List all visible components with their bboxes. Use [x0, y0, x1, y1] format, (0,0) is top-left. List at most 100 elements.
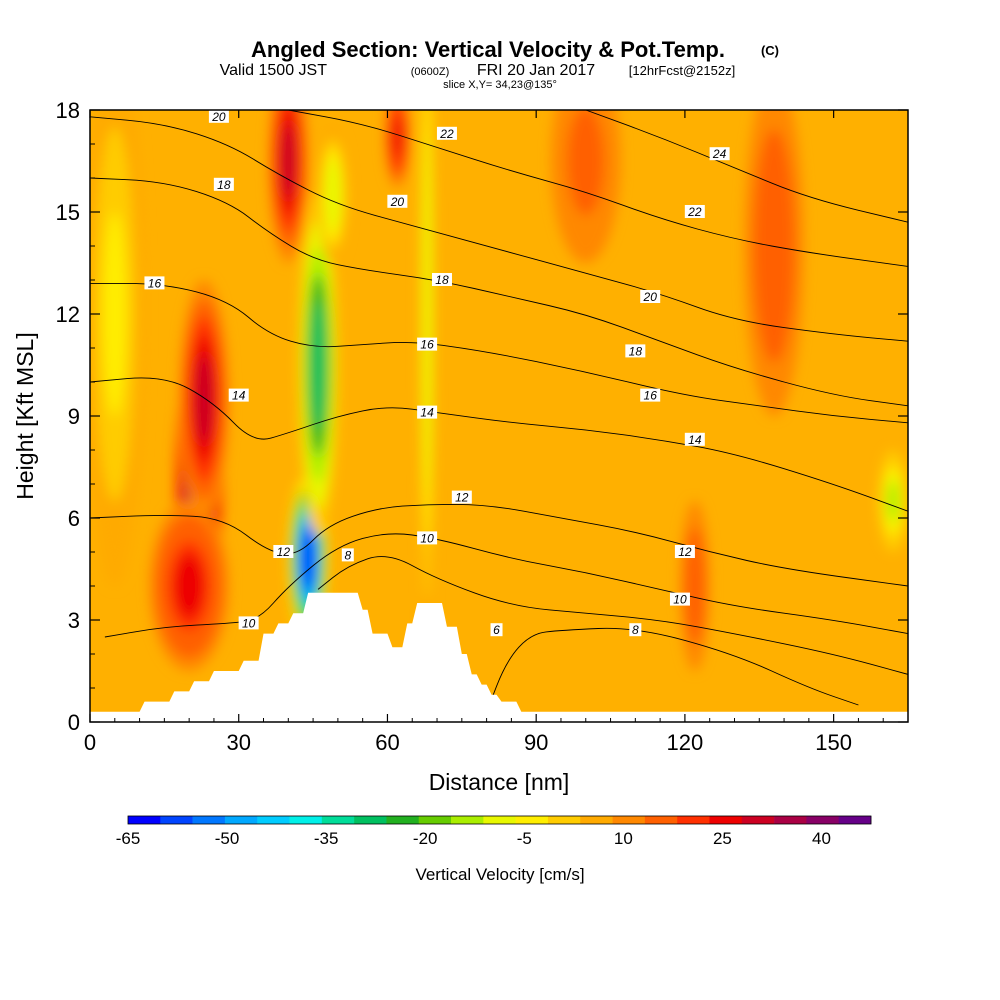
contour-label: 16: [148, 276, 162, 290]
contour-label-bg: [387, 194, 408, 208]
colorbar-swatch: [224, 816, 258, 824]
contour-label: 16: [420, 338, 434, 352]
colorbar-tick-label: -50: [215, 829, 240, 848]
colorbar-swatch: [451, 816, 484, 824]
contour-label: 18: [629, 344, 643, 358]
chart-title-unit: (C): [761, 43, 779, 58]
colorbar-swatch: [128, 816, 161, 824]
contour-label-bg: [431, 273, 452, 286]
subtitle-slice: slice X,Y= 34,23@135°: [443, 79, 557, 91]
colorbar-swatch: [547, 816, 581, 824]
y-tick-label: 9: [68, 404, 80, 429]
x-tick-label: 120: [667, 730, 704, 755]
colorbar-swatch: [644, 816, 678, 824]
velocity-cell: [572, 122, 599, 200]
y-tick-label: 0: [68, 710, 80, 735]
contour-label: 16: [644, 389, 658, 403]
colorbar-swatch: [354, 816, 387, 824]
contour-label-bg: [417, 531, 438, 545]
theta-contour-20: [90, 116, 908, 342]
colorbar-swatch: [580, 816, 613, 824]
contour-label: 20: [390, 195, 405, 209]
velocity-cell: [174, 554, 205, 618]
contour-label: 14: [420, 406, 434, 420]
x-tick-label: 30: [226, 730, 250, 755]
colorbar-swatch: [806, 816, 839, 824]
contour-label-bg: [490, 623, 503, 637]
colorbar-swatch: [515, 816, 549, 824]
colorbar-tick-label: -65: [116, 829, 141, 848]
contour-label-bg: [208, 110, 229, 123]
colorbar-swatch: [289, 816, 323, 824]
subtitle-forecast: [12hrFcst@2152z]: [629, 63, 735, 78]
y-tick-label: 18: [56, 98, 80, 123]
contour-label: 20: [643, 290, 658, 304]
colorbar-tick-label: 10: [614, 829, 633, 848]
terrain-mask: [90, 592, 908, 722]
chart-title: Angled Section: Vertical Velocity & Pot.…: [251, 37, 725, 62]
subtitle-date: FRI 20 Jan 2017: [477, 62, 595, 79]
velocity-cell: [689, 554, 701, 618]
contour-label-bg: [640, 290, 661, 303]
contour-label: 14: [232, 389, 246, 403]
theta-contour-8: [317, 556, 908, 675]
contour-labels: 20 22 24 18 20 22 16 18 20 16 18 14 16 14 14 12 10 12 12 8 1…: [144, 110, 730, 637]
velocity-cell: [424, 186, 430, 442]
velocity-cell: [392, 118, 403, 157]
colorbar-tick-label: -35: [314, 829, 339, 848]
theta-contour-24: [585, 110, 908, 223]
x-tick-label: 0: [84, 730, 96, 755]
colorbar-swatch: [257, 816, 290, 824]
contour-label: 6: [493, 623, 500, 637]
x-tick-label: 60: [375, 730, 399, 755]
theta-contour-16: [90, 282, 908, 424]
contour-label: 8: [344, 548, 351, 562]
colorbar-tick-label: -5: [517, 829, 532, 848]
contour-label-bg: [684, 205, 705, 218]
subtitle-valid: Valid 1500 JST: [220, 62, 328, 79]
y-tick-label: 15: [56, 200, 80, 225]
contour-label: 12: [277, 545, 291, 559]
y-axis-title: Height [Kft MSL]: [12, 332, 38, 499]
velocity-cell: [310, 301, 326, 429]
contour-label: 20: [211, 110, 226, 124]
y-tick-label: 12: [56, 302, 80, 327]
contour-label: 14: [688, 433, 702, 447]
contour-label-bg: [238, 616, 259, 630]
contour-label-bg: [451, 490, 472, 504]
colorbar: -65 -50 -35 -20 -5 10 25 40: [116, 815, 872, 848]
contour-label: 10: [242, 616, 256, 630]
colorbar-swatch: [741, 816, 775, 824]
contour-label-bg: [640, 388, 661, 402]
contour-label-bg: [629, 623, 642, 637]
colorbar-swatch: [483, 816, 516, 824]
contour-label-bg: [436, 126, 457, 140]
velocity-cell: [327, 169, 339, 221]
colorbar-swatch: [418, 816, 452, 824]
contour-label: 10: [420, 531, 434, 545]
colorbar-swatch: [838, 816, 872, 824]
contour-label: 22: [687, 205, 702, 219]
contour-label: 10: [673, 593, 687, 607]
colorbar-swatch: [774, 816, 807, 824]
theta-contour-6: [486, 627, 859, 712]
contour-label-bg: [228, 388, 249, 402]
velocity-cell: [103, 211, 126, 417]
contour-label: 24: [712, 147, 727, 161]
colorbar-swatch: [677, 816, 710, 824]
subtitle-utc: (0600Z): [411, 66, 450, 78]
theta-contour-18: [90, 177, 908, 407]
y-tick-label: 6: [68, 506, 80, 531]
contour-label: 18: [217, 178, 231, 192]
contour-label: 12: [455, 491, 469, 505]
colorbar-swatch: [386, 816, 420, 824]
y-tick-label: 3: [68, 608, 80, 633]
colorbar-swatch: [160, 816, 193, 824]
colorbar-tick-label: 40: [812, 829, 831, 848]
velocity-cell: [280, 122, 296, 200]
axes: 0 30 60 90 120 150 0 3 6 9 12 15 18: [56, 98, 908, 755]
contour-label-bg: [417, 337, 438, 351]
colorbar-tick-label: -20: [413, 829, 438, 848]
contour-label-bg: [684, 432, 705, 446]
